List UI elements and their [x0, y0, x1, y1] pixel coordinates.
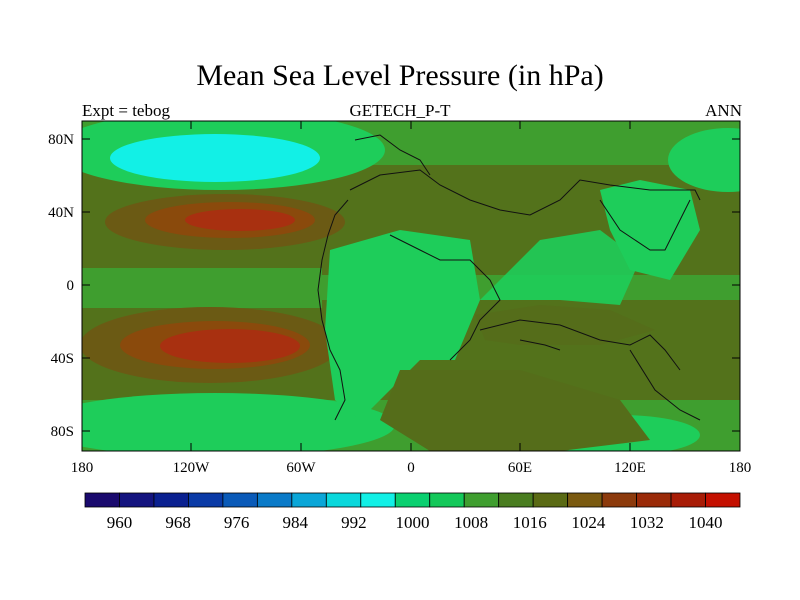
colorbar-swatch	[463, 492, 500, 508]
lat-tick-40s: 40S	[51, 351, 74, 367]
experiment-label: Expt = tebog	[82, 101, 170, 120]
lon-tick-60w: 60W	[286, 460, 316, 476]
colorbar-swatch	[567, 492, 603, 508]
model-label: GETECH_P-T	[349, 101, 451, 120]
colorbar-swatch	[325, 492, 362, 508]
southern-high-region	[380, 370, 650, 451]
lon-axis: 180 120W 60W 0 60E 120E 180	[71, 121, 752, 476]
lon-tick-180w: 180	[71, 460, 94, 476]
lon-tick-0: 0	[407, 460, 415, 476]
lon-tick-180e: 180	[729, 460, 752, 476]
colorbar-label: 1016	[513, 513, 547, 532]
australia-high-region	[475, 305, 655, 345]
pressure-field	[82, 121, 740, 451]
colorbar-label: 960	[107, 513, 133, 532]
colorbar-swatch	[360, 492, 396, 508]
colorbar-label: 1008	[454, 513, 488, 532]
colorbar-label: 984	[283, 513, 309, 532]
north-high-core	[185, 209, 295, 231]
colorbar-swatch	[532, 492, 569, 508]
lon-tick-120e: 120E	[614, 460, 646, 476]
colorbar-label: 976	[224, 513, 250, 532]
colorbar-label: 968	[165, 513, 191, 532]
lat-axis: 80N 40N 0 40S 80S	[48, 132, 740, 440]
colorbar-label: 1024	[571, 513, 606, 532]
lat-tick-0: 0	[67, 278, 75, 294]
south-low-west	[82, 393, 395, 451]
colorbar-swatch	[256, 492, 293, 508]
lat-tick-80n: 80N	[48, 132, 74, 148]
colorbar-swatch	[394, 492, 431, 508]
north-low-core	[110, 134, 320, 182]
season-label: ANN	[705, 101, 742, 120]
colorbar-swatch	[153, 492, 189, 508]
colorbar-swatch	[429, 492, 465, 508]
colorbar-swatch	[636, 492, 672, 508]
colorbar-swatch	[670, 492, 706, 508]
colorbar-swatch	[601, 492, 637, 508]
colorbar-swatch	[498, 492, 534, 508]
colorbar-label: 1032	[630, 513, 664, 532]
lon-tick-120w: 120W	[173, 460, 211, 476]
africa-low-region	[325, 230, 480, 420]
colorbar-label: 992	[341, 513, 367, 532]
colorbar-swatch	[222, 492, 258, 508]
map-title: Mean Sea Level Pressure (in hPa)	[196, 59, 604, 92]
colorbar-swatch	[291, 492, 327, 508]
colorbar-swatch	[84, 492, 120, 508]
lat-tick-80s: 80S	[51, 424, 74, 440]
south-high-core	[160, 329, 300, 363]
colorbar-swatch	[188, 492, 224, 508]
asia-low-region	[480, 230, 640, 305]
colorbar-label: 1040	[689, 513, 723, 532]
lon-tick-60e: 60E	[508, 460, 532, 476]
colorbar-swatch	[119, 492, 155, 508]
east-asia-low-region	[600, 180, 700, 280]
lat-tick-40n: 40N	[48, 205, 74, 221]
colorbar: 960 968 976 984 992 1000 1008 1016 1024 1032 1040	[84, 492, 741, 532]
colorbar-label: 1000	[396, 513, 430, 532]
coastlines	[317, 134, 701, 421]
colorbar-swatch	[705, 492, 741, 508]
north-low-east	[668, 128, 740, 192]
